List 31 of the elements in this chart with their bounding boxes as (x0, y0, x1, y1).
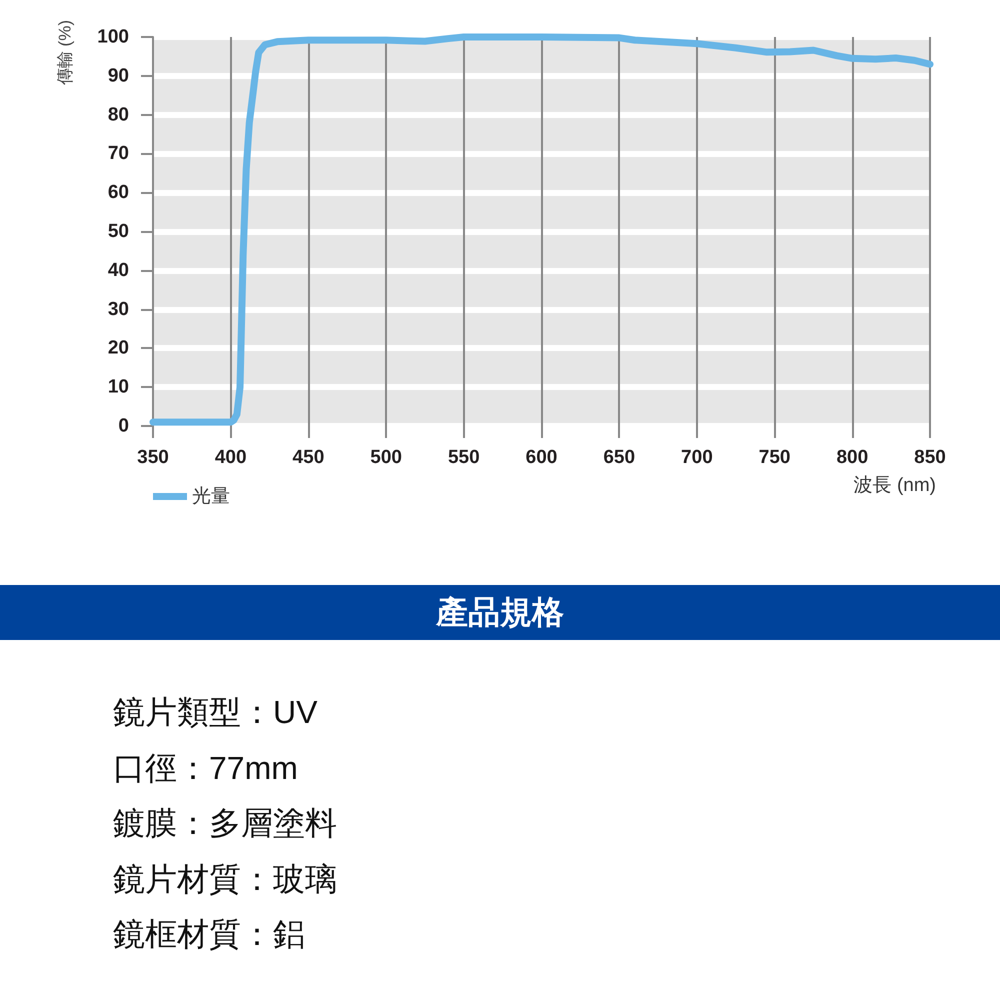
y-tick-label: 60 (108, 182, 129, 204)
y-tick-label: 90 (108, 65, 129, 86)
text: 產品規格 (0, 585, 1000, 640)
x-tick-label: 700 (681, 447, 713, 468)
text: 口徑：77mm (113, 748, 299, 788)
text: 鏡片類型：UV (113, 693, 318, 732)
x-tick-label: 350 (137, 447, 169, 468)
x-tick-label: 400 (214, 447, 247, 468)
x-tick-label: 500 (370, 447, 402, 468)
text: 鏡片材質：玻璃 (113, 860, 337, 898)
x-tick-label: 750 (758, 447, 790, 468)
y-tick-label: 10 (108, 376, 129, 398)
y-tick-label: 80 (108, 104, 129, 126)
x-tick-label: 600 (526, 447, 558, 468)
x-axis-title: 波長 (nm) (854, 475, 936, 496)
y-axis-title: 傳輸 (%) (56, 20, 74, 86)
text: 鏡框材質：鋁 (113, 915, 306, 954)
x-tick-label: 650 (603, 447, 636, 468)
y-tick-label: 40 (108, 260, 129, 281)
y-tick-label: 50 (108, 221, 129, 242)
y-tick-label: 0 (118, 416, 129, 436)
x-tick-label: 800 (836, 447, 868, 468)
y-tick-label: 30 (108, 298, 129, 320)
legend-label: 光量 (192, 486, 230, 507)
text: 鍍膜：多層塗料 (113, 804, 337, 843)
x-tick-label: 550 (448, 447, 480, 468)
y-tick-label: 100 (97, 26, 129, 48)
x-tick-label: 450 (292, 447, 324, 468)
x-tick-label: 850 (914, 447, 946, 468)
y-tick-label: 20 (108, 338, 129, 359)
y-tick-label: 70 (108, 143, 129, 164)
